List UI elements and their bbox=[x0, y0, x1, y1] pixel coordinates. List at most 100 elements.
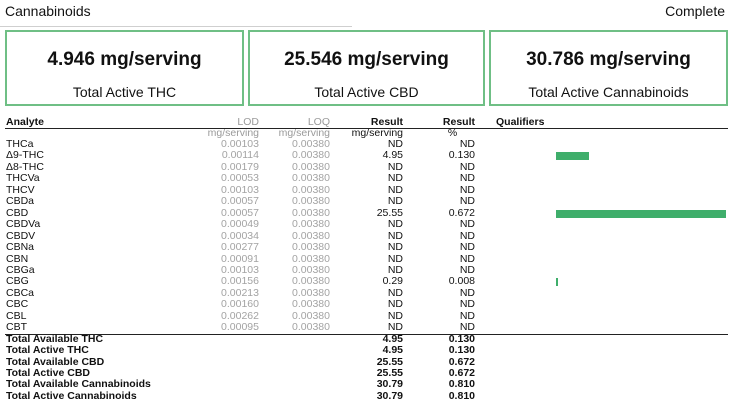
summary-card-cannabinoids: 30.786 mg/serving Total Active Cannabino… bbox=[489, 30, 728, 106]
totals-separator bbox=[5, 333, 728, 335]
total-row: Total Active THC 4.95 0.130 bbox=[0, 345, 733, 356]
percent-cell: 0.130 bbox=[448, 149, 475, 162]
result-cell: ND bbox=[387, 298, 403, 311]
total-label: Total Active THC bbox=[6, 344, 89, 357]
result-cell: ND bbox=[387, 218, 403, 231]
percent-cell: ND bbox=[459, 321, 475, 334]
table-row: CBL 0.00262 0.00380 ND ND bbox=[0, 309, 733, 322]
summary-card-thc: 4.946 mg/serving Total Active THC bbox=[5, 30, 244, 106]
analyte-cell: THCV bbox=[6, 183, 35, 196]
section-title: Cannabinoids bbox=[5, 3, 91, 19]
qualifier-bar bbox=[556, 278, 558, 287]
header-lod-unit: mg/serving bbox=[207, 127, 259, 139]
header-percent-unit: % bbox=[447, 127, 458, 139]
table-row: THCVa 0.00053 0.00380 ND ND bbox=[0, 173, 733, 184]
header-qualifiers: Qualifiers bbox=[496, 116, 545, 128]
loq-cell: 0.00380 bbox=[292, 263, 330, 276]
total-label: Total Active Cannabinoids bbox=[6, 389, 137, 402]
result-cell: ND bbox=[387, 138, 403, 150]
total-label: Total Available THC bbox=[6, 332, 104, 345]
analyte-cell: CBC bbox=[6, 298, 29, 311]
lod-cell: 0.00103 bbox=[221, 183, 259, 196]
loq-cell: 0.00380 bbox=[292, 321, 330, 334]
table-row: CBDVa 0.00049 0.00380 ND ND bbox=[0, 219, 733, 230]
analyte-cell: CBDa bbox=[6, 195, 35, 208]
result-cell: ND bbox=[387, 252, 403, 265]
lod-cell: 0.00160 bbox=[221, 298, 259, 311]
status-label: Complete bbox=[665, 3, 725, 19]
lod-cell: 0.00049 bbox=[221, 218, 259, 231]
result-cell: ND bbox=[387, 172, 403, 185]
total-result: 4.95 bbox=[382, 344, 403, 357]
total-label: Total Available CBD bbox=[6, 355, 105, 368]
summary-value: 25.546 mg/serving bbox=[284, 49, 449, 70]
loq-cell: 0.00380 bbox=[292, 138, 330, 150]
loq-cell: 0.00380 bbox=[292, 252, 330, 265]
table-row: CBDa 0.00057 0.00380 ND ND bbox=[0, 196, 733, 207]
percent-cell: ND bbox=[459, 160, 475, 173]
lod-cell: 0.00213 bbox=[221, 286, 259, 299]
header-loq-unit: mg/serving bbox=[278, 127, 330, 139]
lod-cell: 0.00277 bbox=[221, 241, 259, 254]
result-cell: 25.55 bbox=[376, 206, 403, 219]
total-percent: 0.672 bbox=[448, 367, 475, 379]
analyte-cell: CBDV bbox=[6, 229, 36, 242]
qualifier-bar bbox=[556, 209, 726, 218]
percent-cell: ND bbox=[459, 183, 475, 196]
lod-cell: 0.00156 bbox=[221, 275, 259, 288]
lod-cell: 0.00103 bbox=[221, 138, 259, 150]
total-label: Total Active CBD bbox=[6, 367, 91, 379]
table-row: CBC 0.00160 0.00380 ND ND bbox=[0, 299, 733, 310]
lod-cell: 0.00057 bbox=[221, 195, 259, 208]
header-analyte: Analyte bbox=[6, 116, 44, 128]
header-loq: LOQ bbox=[307, 116, 330, 128]
percent-cell: ND bbox=[459, 263, 475, 276]
analyte-cell: CBDVa bbox=[6, 218, 41, 231]
loq-cell: 0.00380 bbox=[292, 160, 330, 173]
result-cell: ND bbox=[387, 229, 403, 242]
lod-cell: 0.00114 bbox=[221, 149, 259, 162]
result-cell: ND bbox=[387, 263, 403, 276]
table-row: CBN 0.00091 0.00380 ND ND bbox=[0, 252, 733, 265]
total-result: 30.79 bbox=[376, 389, 403, 402]
total-percent: 0.130 bbox=[448, 344, 475, 357]
analyte-cell: THCa bbox=[6, 138, 34, 150]
percent-cell: ND bbox=[459, 309, 475, 322]
header-percent: Result bbox=[442, 116, 475, 128]
table-row: CBD 0.00057 0.00380 25.55 0.672 bbox=[0, 206, 733, 219]
total-row: Total Active Cannabinoids 30.79 0.810 bbox=[0, 389, 733, 402]
lod-cell: 0.00262 bbox=[221, 309, 259, 322]
total-row: Total Available CBD 25.55 0.672 bbox=[0, 355, 733, 368]
summary-value: 30.786 mg/serving bbox=[526, 49, 691, 70]
table-row: THCa 0.00103 0.00380 ND ND bbox=[0, 139, 733, 150]
table-row: Δ8-THC 0.00179 0.00380 ND ND bbox=[0, 160, 733, 173]
loq-cell: 0.00380 bbox=[292, 309, 330, 322]
header-lod: LOD bbox=[237, 116, 259, 128]
result-cell: 0.29 bbox=[382, 275, 403, 288]
table-row: CBG 0.00156 0.00380 0.29 0.008 bbox=[0, 276, 733, 287]
table-row: THCV 0.00103 0.00380 ND ND bbox=[0, 183, 733, 196]
percent-cell: ND bbox=[459, 252, 475, 265]
percent-cell: ND bbox=[459, 195, 475, 208]
loq-cell: 0.00380 bbox=[292, 229, 330, 242]
table-row: CBT 0.00095 0.00380 ND ND bbox=[0, 322, 733, 333]
result-cell: ND bbox=[387, 309, 403, 322]
lod-cell: 0.00091 bbox=[221, 252, 259, 265]
loq-cell: 0.00380 bbox=[292, 183, 330, 196]
total-percent: 0.810 bbox=[448, 378, 475, 391]
summary-label: Total Active THC bbox=[72, 84, 177, 100]
percent-cell: 0.008 bbox=[448, 275, 475, 288]
analyte-cell: CBGa bbox=[6, 263, 35, 276]
table-header: Analyte LOD mg/serving LOQ mg/serving Re… bbox=[0, 117, 733, 139]
total-result: 25.55 bbox=[376, 355, 403, 368]
loq-cell: 0.00380 bbox=[292, 206, 330, 219]
total-row: Total Active CBD 25.55 0.672 bbox=[0, 368, 733, 379]
qualifier-bar bbox=[556, 152, 589, 161]
summary-label: Total Active Cannabinoids bbox=[528, 84, 689, 100]
result-cell: 4.95 bbox=[382, 149, 403, 162]
loq-cell: 0.00380 bbox=[292, 286, 330, 299]
loq-cell: 0.00380 bbox=[292, 218, 330, 231]
lod-cell: 0.00057 bbox=[221, 206, 259, 219]
table-row: CBGa 0.00103 0.00380 ND ND bbox=[0, 263, 733, 276]
total-percent: 0.130 bbox=[448, 332, 475, 345]
